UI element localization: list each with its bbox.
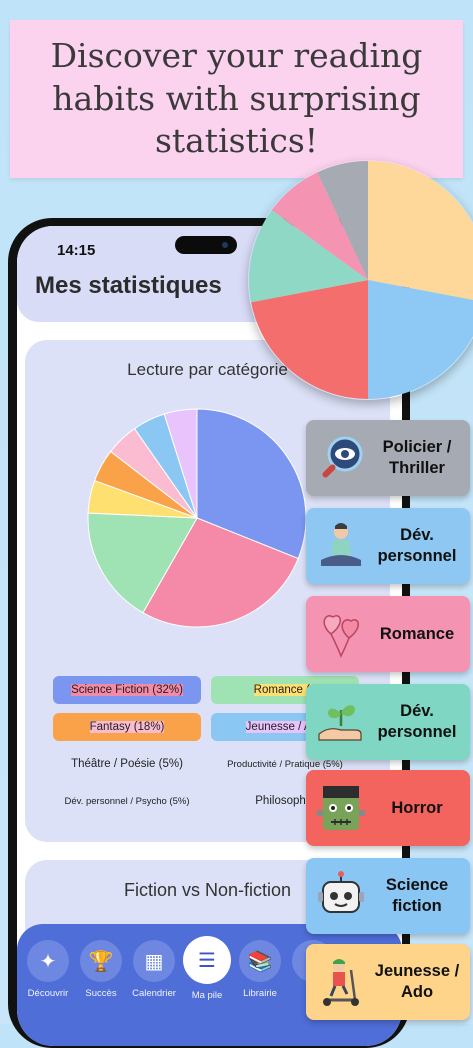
- tab-librairie[interactable]: 📚 Librairie: [235, 940, 285, 999]
- legend-label: Fantasy (18%): [89, 721, 165, 733]
- headline-text: Discover your reading habits with surpri…: [50, 35, 423, 161]
- genre-label: Dév. personnel: [377, 526, 457, 565]
- legend-label: Science Fiction (32%): [71, 684, 183, 696]
- fiction-card-title: Fiction vs Non-fiction: [123, 880, 292, 900]
- meditation-icon: [312, 517, 370, 575]
- pie-slice: [163, 408, 198, 519]
- pie-slice: [249, 210, 368, 303]
- tab-label: Découvrir: [27, 988, 69, 999]
- genre-label: Romance: [379, 624, 455, 643]
- legend-label: Philosophie: [255, 795, 315, 807]
- pie-slice: [87, 512, 198, 614]
- trophy-icon: 🏆: [80, 940, 122, 982]
- pie-slice: [368, 280, 473, 399]
- genre-card-horror: Horror: [306, 770, 470, 846]
- legend-label: Productivité / Pratique (5%): [227, 758, 343, 770]
- tab-succes[interactable]: 🏆 Succès: [76, 940, 126, 999]
- genre-label: Dév. personnel: [377, 702, 457, 741]
- legend-dev-personnel[interactable]: Dév. personnel / Psycho (5%): [53, 787, 201, 815]
- frankenstein-icon: [312, 779, 370, 837]
- calendar-icon: ▦: [133, 940, 175, 982]
- scooter-kid-icon: [312, 953, 370, 1011]
- book-stack-icon: ☰: [183, 936, 231, 984]
- plant-hand-icon: [312, 693, 370, 751]
- genre-label: Jeunesse / Ado: [374, 962, 460, 1001]
- category-card-title: Lecture par catégorie: [127, 360, 288, 379]
- heart-balloons-icon: [312, 605, 370, 663]
- legend-label: Romance (2: [253, 684, 317, 696]
- robot-icon: [312, 867, 370, 925]
- legend-productivite[interactable]: Productivité / Pratique (5%): [211, 750, 359, 778]
- pie-slice: [271, 172, 368, 280]
- magnifier-eye-icon: [312, 429, 370, 487]
- category-pie-chart: [87, 408, 307, 628]
- genre-label: Horror: [391, 798, 443, 817]
- tab-calendrier[interactable]: ▦ Calendrier: [129, 940, 179, 999]
- status-time: 14:15: [57, 242, 96, 259]
- dynamic-island: [175, 236, 237, 254]
- pie-slice: [317, 161, 368, 280]
- genre-card-policier: Policier / Thriller: [306, 420, 470, 496]
- tab-decouvrir[interactable]: ✦ Découvrir: [23, 940, 73, 999]
- genre-label: Policier / Thriller: [382, 438, 452, 477]
- category-stats-card: Lecture par catégorie Science Fiction (3…: [25, 340, 390, 842]
- legend-fantasy[interactable]: Fantasy (18%): [53, 713, 201, 741]
- sparkles-icon: ✦: [27, 940, 69, 982]
- legend-science-fiction[interactable]: Science Fiction (32%): [53, 676, 201, 704]
- genre-card-romance: Romance: [306, 596, 470, 672]
- legend-label: Jeunesse / Ado: [245, 721, 325, 733]
- genre-card-science-fiction: Science fiction: [306, 858, 470, 934]
- pie-slice: [251, 280, 368, 399]
- tab-label: Librairie: [243, 988, 277, 999]
- legend-theatre-poesie[interactable]: Théâtre / Poésie (5%): [53, 750, 201, 778]
- pie-slice: [196, 408, 307, 560]
- tab-ma-pile[interactable]: ☰ Ma pile: [182, 936, 232, 1001]
- genre-card-jeunesse: Jeunesse / Ado: [306, 944, 470, 1020]
- books-icon: 📚: [239, 940, 281, 982]
- genre-label: Science fiction: [385, 876, 449, 915]
- legend-label: Dév. personnel / Psycho (5%): [64, 795, 190, 807]
- tab-label: Calendrier: [132, 988, 176, 999]
- headline-banner: Discover your reading habits with surpri…: [10, 20, 463, 178]
- genre-card-dev-personnel-2: Dév. personnel: [306, 684, 470, 760]
- tab-label: Succès: [85, 988, 117, 999]
- legend-philosophie[interactable]: Philosophie: [211, 787, 359, 815]
- tab-label: Ma pile: [191, 990, 223, 1001]
- page-title: Mes statistiques: [35, 272, 222, 299]
- pie-slice: [368, 161, 473, 301]
- legend-label: Théâtre / Poésie (5%): [71, 758, 183, 770]
- decorative-pie-chart: [249, 161, 473, 399]
- genre-card-dev-personnel: Dév. personnel: [306, 508, 470, 584]
